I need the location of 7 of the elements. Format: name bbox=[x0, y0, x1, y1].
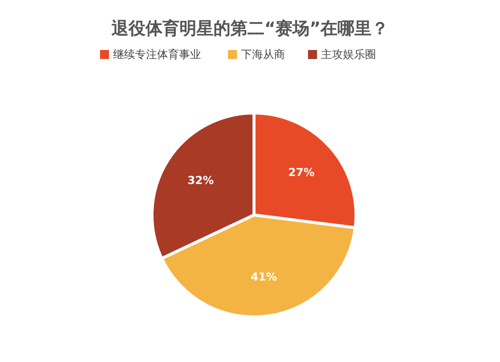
legend-label: 主攻娱乐圈 bbox=[321, 48, 376, 61]
legend-label: 下海从商 bbox=[241, 48, 285, 61]
data-label: 32% bbox=[187, 174, 214, 188]
chart-title: 退役体育明星的第二“赛场”在哪里？ bbox=[110, 18, 389, 39]
legend-label: 继续专注体育事业 bbox=[113, 48, 201, 61]
data-label: 27% bbox=[288, 166, 315, 180]
data-label: 41% bbox=[250, 270, 278, 284]
